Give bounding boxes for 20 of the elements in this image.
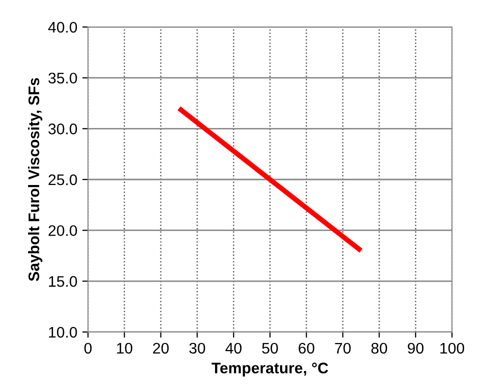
x-tick-label: 70 bbox=[335, 342, 351, 354]
y-tick-label: 40.0 bbox=[48, 22, 77, 33]
x-tick-label: 20 bbox=[153, 342, 169, 354]
y-tick-label: 35.0 bbox=[48, 72, 77, 84]
x-tick-label: 0 bbox=[84, 342, 92, 354]
y-tick-label: 20.0 bbox=[48, 225, 77, 236]
x-tick-label: 30 bbox=[189, 342, 206, 354]
x-tick-label: 60 bbox=[298, 342, 314, 354]
y-axis-title: Saybolt Furol Viscosity, SFs bbox=[28, 78, 42, 282]
x-tick-label: 40 bbox=[225, 342, 242, 354]
y-tick-label: 10.0 bbox=[49, 326, 77, 338]
x-tick-label: 90 bbox=[408, 342, 424, 354]
y-tick-label: 25.0 bbox=[48, 174, 77, 186]
x-tick-label: 10 bbox=[117, 342, 132, 354]
x-tick-label: 80 bbox=[371, 342, 388, 354]
y-tick-label: 15.0 bbox=[49, 276, 77, 287]
y-tick-label: 30.0 bbox=[48, 124, 77, 134]
x-tick-label: 100 bbox=[440, 342, 464, 354]
x-axis-title: Temperature, °C bbox=[212, 362, 328, 376]
x-tick-label: 50 bbox=[262, 342, 278, 354]
